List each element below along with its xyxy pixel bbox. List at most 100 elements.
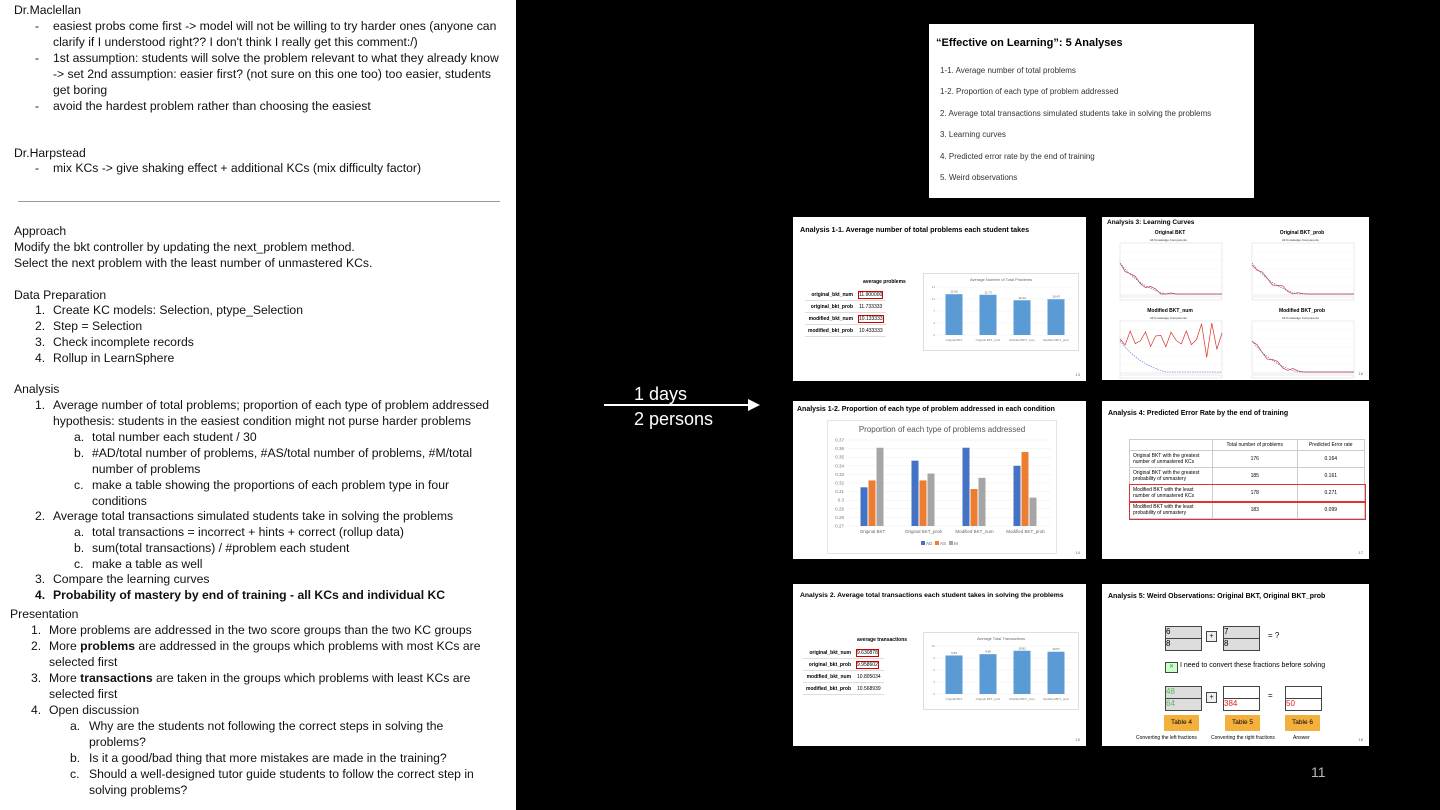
sublist-marker: b. — [74, 541, 85, 555]
bullet-marker: - — [35, 161, 40, 175]
plus-icon: + — [1206, 631, 1217, 642]
predicted-error-line — [1119, 340, 1222, 373]
x-tick-label: Modified BKT_num — [955, 529, 994, 534]
chart-title: Proportion of each type of problems addr… — [859, 425, 1025, 434]
note-line: total transactions = incorrect + hints +… — [92, 525, 404, 539]
legend-label: AS — [940, 541, 946, 546]
panel-subtitle: All Knowledge Components — [1150, 238, 1187, 242]
bar — [1047, 651, 1065, 694]
y-tick-label: 0.34 — [835, 463, 844, 468]
bar-AS — [970, 489, 978, 526]
slide-page-number: 16 — [1358, 371, 1363, 376]
slide-page-number: 13 — [1075, 372, 1080, 377]
table-header-row: Total number of problems Predicted Error… — [1129, 439, 1366, 451]
converted-denominator[interactable]: 64 — [1165, 698, 1202, 711]
slide-title: Analysis 4: Predicted Error Rate by the … — [1108, 410, 1289, 417]
x-tick-label: Original BKT — [860, 529, 886, 534]
data-label: 10.43 — [1052, 295, 1060, 299]
bar-M — [927, 473, 935, 526]
note-line: Select the next problem with the least n… — [14, 256, 373, 270]
learning-curve-chart: Original BKT All Knowledge Components — [1119, 230, 1223, 301]
learning-curve-chart: Modified BKT_prob All Knowledge Component… — [1251, 308, 1355, 379]
note-line: avoid the hardest problem rather than ch… — [53, 99, 371, 113]
y-tick-label: 0.35 — [835, 455, 844, 460]
note-line: Modify the bkt controller by updating th… — [14, 240, 355, 254]
bar-AS — [868, 480, 876, 526]
caption-left: Converting the left fractions — [1136, 735, 1197, 741]
x-tick-label: Modified BKT_num — [1009, 697, 1035, 701]
y-tick-label: 0 — [933, 333, 935, 337]
panel-title: Modified BKT_prob — [1279, 308, 1325, 314]
y-tick-label: 0.28 — [835, 515, 844, 520]
note-line: problems? — [89, 735, 146, 749]
predicted-error-line — [1119, 262, 1222, 295]
panel-title: Modified BKT_num — [1147, 308, 1193, 314]
note-line: Should a well-designed tutor guide stude… — [89, 767, 474, 781]
bar-M — [1029, 497, 1037, 526]
table-4-button[interactable]: Table 4 — [1164, 715, 1199, 731]
caption-right: Converting the right fractions — [1211, 735, 1275, 741]
plus-icon: + — [1206, 692, 1217, 703]
slide-title: Analysis 2. Average total transactions e… — [800, 592, 1064, 599]
overview-item: 1-1. Average number of total problems — [940, 66, 1076, 75]
y-tick-label: 0.3 — [838, 498, 845, 503]
note-line: 1st assumption: students will solve the … — [53, 51, 499, 65]
table-5-button[interactable]: Table 5 — [1225, 715, 1260, 731]
note-line: More problems are addressed in the two s… — [49, 623, 472, 637]
bar-AD — [962, 447, 970, 526]
table-row: original_bkt_num 11.900000 — [805, 289, 886, 301]
sublist-marker: b. — [70, 751, 81, 765]
note-line: Rollup in LearnSphere — [53, 351, 175, 365]
bar — [945, 294, 963, 335]
overview-item: 5. Weird observations — [940, 173, 1018, 182]
panel-subtitle: All Knowledge Components — [1282, 316, 1319, 320]
bar — [1047, 299, 1065, 335]
y-tick-label: 0.37 — [835, 438, 844, 443]
panel-title: Original BKT — [1155, 230, 1186, 236]
table-row-highlighted: Modified BKT with the least probability … — [1128, 500, 1366, 520]
list-marker: 4. — [35, 588, 46, 602]
slide-title: Analysis 3: Learning Curves — [1107, 219, 1195, 226]
y-tick-label: 0.36 — [835, 446, 844, 451]
converted-denominator[interactable]: 384 — [1223, 698, 1260, 711]
note-line: selected first — [49, 655, 118, 669]
y-tick-label: 14 — [932, 285, 936, 289]
table-row: Original BKT with the greatest probabili… — [1129, 467, 1366, 485]
note-line: Check incomplete records — [53, 335, 194, 349]
legend-swatch — [949, 541, 953, 545]
y-tick-label: 0.33 — [835, 472, 844, 477]
answer-denominator[interactable]: 50 — [1285, 698, 1322, 711]
slide-page-number: 15 — [1075, 737, 1080, 742]
table-6-button[interactable]: Table 6 — [1285, 715, 1320, 731]
sublist-marker: a. — [70, 719, 81, 733]
x-tick-label: Original BKT_prob — [976, 697, 1001, 701]
y-tick-label: 7 — [933, 309, 935, 313]
slide-analysis-4: Analysis 4: Predicted Error Rate by the … — [1102, 401, 1369, 559]
checkbox-icon[interactable]: ✕ — [1165, 662, 1178, 673]
panel-subtitle: All Knowledge Components — [1150, 316, 1187, 320]
slide-title: Analysis 5: Weird Observations: Original… — [1108, 593, 1326, 600]
results-table: original_bkt_num 11.900000 original_bkt_p… — [805, 289, 886, 337]
overview-item: 3. Learning curves — [940, 130, 1006, 139]
data-label: 11.90 — [950, 290, 958, 294]
note-line: #AD/total number of problems, #AS/total … — [92, 446, 473, 460]
note-line: get boring — [53, 83, 108, 97]
table-row: modified_bkt_prob 10.568939 — [803, 682, 884, 695]
observed-error-line — [1119, 323, 1223, 358]
table-row: modified_bkt_num 10.133333 — [805, 312, 886, 325]
x-tick-label: Modified BKT_prob — [1043, 697, 1069, 701]
list-marker: 2. — [31, 639, 42, 653]
table-row-highlighted: Modified BKT with the least number of un… — [1128, 483, 1366, 503]
note-line: More transactions are taken in the group… — [49, 671, 471, 685]
data-label: 10.81 — [1018, 646, 1026, 650]
bar-AS — [1021, 452, 1029, 526]
fraction-denominator-box[interactable]: 8 — [1223, 638, 1260, 651]
bar-AS — [919, 480, 927, 526]
panel-subtitle: All Knowledge Components — [1282, 238, 1319, 242]
bar-AD — [911, 460, 919, 526]
fraction-denominator-box[interactable]: 8 — [1165, 638, 1202, 651]
table-header: average transactions — [857, 637, 908, 643]
table-row: original_bkt_prob 9.958602 — [803, 658, 884, 671]
x-tick-label: Modified BKT_prob — [1006, 529, 1045, 534]
x-tick-label: Original BKT — [945, 338, 962, 342]
